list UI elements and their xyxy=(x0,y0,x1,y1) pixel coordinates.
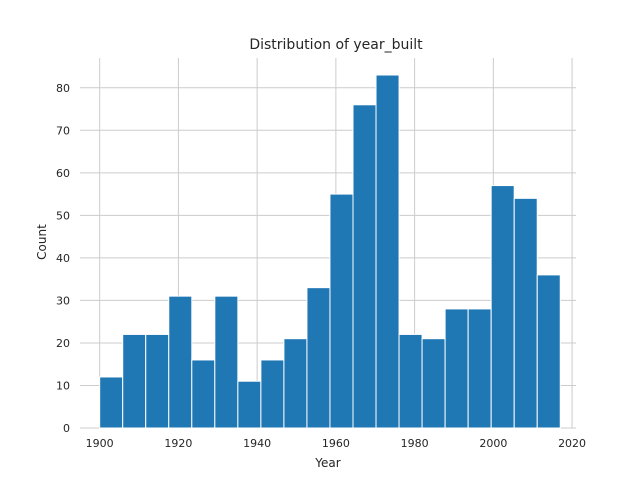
histogram-bars xyxy=(99,74,561,429)
y-tick-label: 40 xyxy=(56,252,70,265)
histogram-bar xyxy=(375,74,400,429)
y-tick-label: 20 xyxy=(56,337,70,350)
y-axis-label: Count xyxy=(35,224,49,260)
chart-title: Distribution of year_built xyxy=(249,37,423,53)
y-tick-label: 80 xyxy=(56,82,70,95)
histogram-bar xyxy=(99,376,124,429)
histogram-bar xyxy=(260,359,285,429)
y-tick-label: 0 xyxy=(63,422,70,435)
y-tick-label: 70 xyxy=(56,124,70,137)
x-tick-label: 1920 xyxy=(164,437,192,450)
histogram-bar xyxy=(168,295,193,429)
histogram-bar xyxy=(145,333,170,429)
x-tick-label: 2020 xyxy=(558,437,586,450)
histogram-bar xyxy=(237,380,262,429)
histogram-bar xyxy=(214,295,239,429)
x-tick-label: 1980 xyxy=(401,437,429,450)
x-tick-label: 1960 xyxy=(322,437,350,450)
y-tick-label: 50 xyxy=(56,209,70,222)
y-axis-ticks: 0 10 20 30 40 50 60 70 80 xyxy=(56,82,70,435)
histogram-bar xyxy=(306,287,331,429)
x-tick-label: 1900 xyxy=(86,437,114,450)
histogram-bar xyxy=(444,308,469,429)
histogram-bar xyxy=(352,104,377,429)
x-axis-label: Year xyxy=(314,456,340,470)
histogram-bar xyxy=(467,308,492,429)
x-tick-label: 1940 xyxy=(243,437,271,450)
histogram-bar xyxy=(283,338,308,429)
histogram-bar xyxy=(329,193,354,429)
x-tick-label: 2000 xyxy=(479,437,507,450)
y-tick-label: 30 xyxy=(56,294,70,307)
histogram-bar xyxy=(490,185,515,429)
histogram-bar xyxy=(421,338,446,429)
y-tick-label: 10 xyxy=(56,379,70,392)
histogram-bar xyxy=(122,333,147,429)
x-axis-ticks: 1900 1920 1940 1960 1980 2000 2020 xyxy=(86,437,586,450)
histogram-bar xyxy=(513,197,538,429)
histogram-bar xyxy=(191,359,216,429)
y-tick-label: 60 xyxy=(56,167,70,180)
histogram-bar xyxy=(536,274,561,429)
histogram-bar xyxy=(398,333,423,429)
